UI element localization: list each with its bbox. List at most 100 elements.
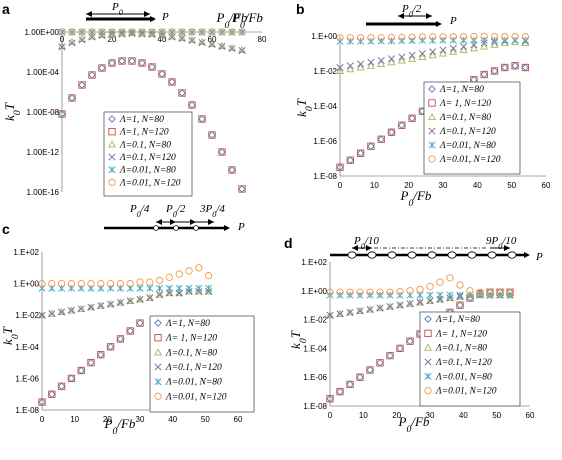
arrowhead — [224, 225, 230, 231]
data-point — [158, 28, 166, 36]
data-point — [58, 43, 66, 51]
legend-box — [149, 315, 255, 413]
data-point — [116, 298, 125, 306]
data-point — [366, 305, 374, 314]
legend-marker — [154, 392, 162, 400]
hinge — [487, 251, 497, 259]
data-point — [406, 299, 414, 307]
data-point — [406, 287, 414, 295]
data-point — [480, 36, 488, 44]
data-point — [346, 380, 354, 389]
data-point — [146, 284, 154, 292]
data-point — [148, 63, 156, 71]
data-point — [456, 291, 464, 299]
data-point — [198, 115, 206, 123]
data-point — [138, 59, 146, 67]
data-point — [386, 351, 394, 360]
data-point — [501, 63, 509, 72]
data-point — [168, 78, 176, 86]
legend-entry: Λ=1, N=80 — [439, 85, 484, 95]
data-point — [426, 297, 434, 305]
data-point — [47, 309, 56, 317]
x-tick-label: 0 — [338, 181, 343, 190]
data-point — [195, 264, 203, 272]
data-point — [218, 41, 226, 50]
legend-entry: Λ=0.01, N=120 — [439, 155, 501, 165]
hinge — [467, 251, 477, 259]
diagram-c: P0/4 P0/2 3P0/4 P — [104, 203, 245, 233]
data-point — [48, 390, 56, 398]
data-point — [77, 305, 85, 313]
legend-entry: Λ=0.1, N=80 — [119, 140, 171, 150]
legend-marker — [154, 378, 162, 386]
x-tick-label: 10 — [359, 411, 368, 420]
data-point — [218, 28, 226, 36]
diagram-b: P0/2 P — [366, 3, 457, 27]
panel-letter-c: c — [2, 221, 10, 237]
data-point — [78, 36, 86, 44]
data-point — [511, 61, 519, 70]
legend-entry: Λ=1, N=80 — [165, 319, 210, 329]
data-point — [175, 288, 184, 297]
series-5 — [336, 32, 530, 42]
arrowhead — [352, 245, 358, 251]
data-point — [387, 55, 396, 63]
data-point — [126, 296, 135, 304]
series-5 — [58, 28, 246, 36]
data-point — [218, 148, 226, 156]
data-point — [208, 28, 216, 36]
data-point — [386, 302, 394, 310]
legend-entry: Λ= 1, N=120 — [435, 329, 487, 339]
diagram-label: P0/2 — [165, 203, 186, 219]
data-point — [178, 33, 186, 42]
data-point — [396, 344, 404, 353]
diagram-label: P — [237, 221, 245, 233]
data-point — [480, 70, 489, 79]
legend-entry: Λ=0.01, N=80 — [165, 378, 222, 388]
y-axis-label: k0T — [288, 330, 309, 349]
y-tick-label: 1.E+02 — [301, 258, 327, 267]
data-point — [228, 44, 236, 53]
y-axis-label: k0T — [2, 102, 23, 121]
legend-entry: Λ=0.1, N=80 — [435, 344, 487, 354]
data-point — [408, 114, 416, 123]
y-tick-label: 1.00E-12 — [27, 148, 60, 157]
data-point — [116, 335, 125, 343]
x-axis-label: P0/Fb — [398, 414, 430, 435]
data-point — [456, 281, 464, 289]
legend-marker — [108, 115, 116, 123]
diagram-label: P0 — [111, 1, 124, 17]
data-point — [175, 270, 183, 278]
data-point — [87, 303, 95, 311]
data-point — [356, 307, 364, 315]
data-point — [98, 28, 106, 36]
chart-panel-d: d 0 10 20 30 40 50 60 1.E+02 1.E+00 1.E-02 1.E-04 1.… — [284, 235, 535, 435]
legend-marker — [428, 99, 436, 107]
x-tick-label: 50 — [507, 181, 516, 190]
legend-marker — [428, 141, 436, 149]
data-point — [108, 28, 116, 36]
data-point — [376, 304, 384, 312]
data-point — [168, 32, 176, 40]
y-tick-label: 1.E-06 — [15, 374, 39, 383]
data-point — [346, 308, 354, 316]
data-point — [376, 359, 384, 367]
data-point — [87, 358, 95, 367]
data-point — [459, 33, 468, 41]
data-point — [366, 305, 374, 313]
data-point — [511, 62, 519, 70]
chart-panel-b: b 0 10 20 30 40 50 60 1.E+00 1.E-02 1.E-04 1.E-06 1.… — [294, 1, 551, 209]
hinge — [367, 251, 377, 259]
legend-entry: Λ=1, N=80 — [435, 315, 480, 325]
data-point — [145, 293, 154, 301]
data-point — [346, 156, 355, 165]
data-point — [195, 284, 203, 292]
data-point — [376, 288, 384, 296]
data-point — [398, 121, 406, 129]
series-1 — [38, 319, 144, 406]
x-axis-label: P0/Fb — [104, 416, 136, 437]
x-tick-label: 40 — [168, 415, 177, 424]
x-tick-label: 20 — [103, 415, 112, 424]
data-point — [356, 288, 364, 296]
legend-marker — [424, 329, 432, 337]
